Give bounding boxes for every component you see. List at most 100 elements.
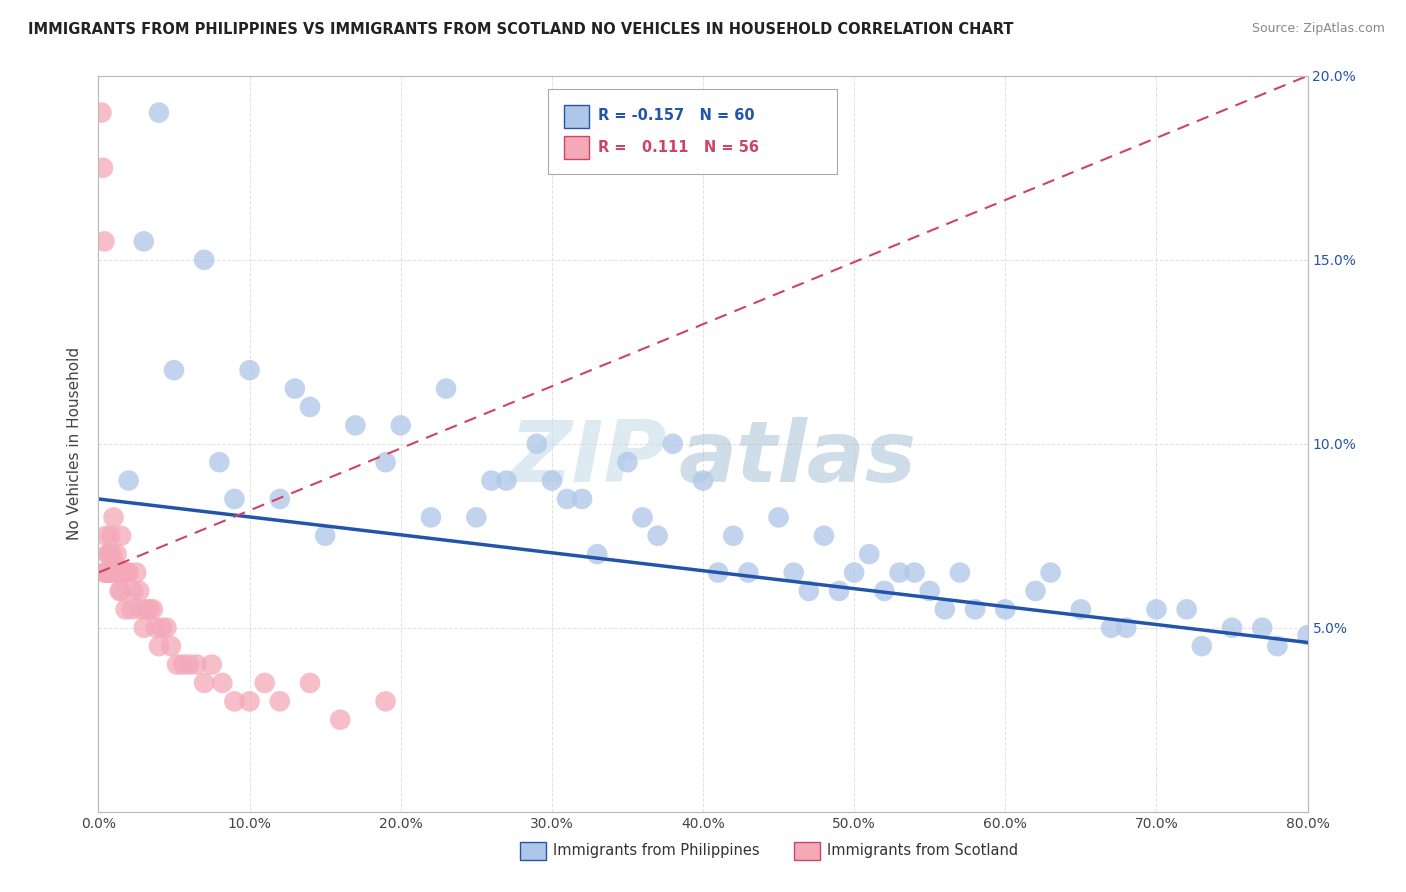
Point [797,584,820,599]
Point [107,566,129,580]
Point [1267,639,1289,653]
Point [540,474,562,488]
Point [105,566,128,580]
Point [420,510,443,524]
Point [224,491,246,506]
Text: R = -0.157   N = 60: R = -0.157 N = 60 [598,109,754,123]
Point [139,602,162,616]
Point [148,639,170,653]
Point [1220,621,1243,635]
Point [858,547,880,561]
Point [737,566,759,580]
Point [465,510,488,524]
Point [110,584,132,599]
Point [873,584,896,599]
Point [132,621,155,635]
Point [93,235,115,249]
Point [118,474,141,488]
Point [481,474,503,488]
Point [108,584,131,599]
Text: ZIP: ZIP [509,417,666,500]
Point [163,363,186,377]
Point [269,694,291,708]
Point [934,602,956,616]
Point [91,161,114,175]
Point [994,602,1017,616]
Point [374,694,396,708]
Point [555,491,578,506]
Point [166,657,188,672]
Point [329,713,352,727]
Text: IMMIGRANTS FROM PHILIPPINES VS IMMIGRANTS FROM SCOTLAND NO VEHICLES IN HOUSEHOLD: IMMIGRANTS FROM PHILIPPINES VS IMMIGRANT… [28,22,1014,37]
Text: Immigrants from Scotland: Immigrants from Scotland [827,844,1018,858]
Point [586,547,609,561]
Point [616,455,638,469]
Point [128,584,150,599]
Point [723,529,745,543]
Point [150,621,173,635]
Point [122,584,145,599]
Point [90,105,112,120]
Point [813,529,835,543]
Point [768,510,790,524]
Text: Immigrants from Philippines: Immigrants from Philippines [553,844,759,858]
Point [224,694,246,708]
Text: R =   0.111   N = 56: R = 0.111 N = 56 [598,140,759,154]
Point [211,676,233,690]
Point [129,602,152,616]
Point [526,436,548,450]
Point [1191,639,1213,653]
Point [101,566,124,580]
Point [142,602,165,616]
Point [112,566,135,580]
Point [193,252,215,267]
Point [495,474,517,488]
Point [783,566,806,580]
Text: Source: ZipAtlas.com: Source: ZipAtlas.com [1251,22,1385,36]
Point [179,657,201,672]
Point [844,566,866,580]
Point [1024,584,1046,599]
Point [707,566,730,580]
Point [253,676,276,690]
Point [114,602,136,616]
Point [1251,621,1274,635]
Point [918,584,941,599]
Point [239,694,262,708]
Point [105,547,128,561]
Point [110,529,132,543]
Point [1175,602,1198,616]
Point [118,566,141,580]
Point [299,400,322,414]
Point [374,455,396,469]
Point [193,676,215,690]
Point [1039,566,1062,580]
Point [148,105,170,120]
Point [269,491,291,506]
Point [692,474,714,488]
Text: atlas: atlas [679,417,917,500]
Point [389,418,412,433]
Y-axis label: No Vehicles in Household: No Vehicles in Household [67,347,83,541]
Point [160,639,183,653]
Point [94,529,117,543]
Point [101,547,124,561]
Point [96,566,118,580]
Point [631,510,654,524]
Point [135,602,157,616]
Point [100,529,122,543]
Point [647,529,669,543]
Point [172,657,194,672]
Point [125,566,148,580]
Point [828,584,851,599]
Point [104,566,127,580]
Point [949,566,972,580]
Point [94,566,117,580]
Point [115,566,138,580]
Point [889,566,911,580]
Point [103,554,125,569]
Point [314,529,336,543]
Point [661,436,683,450]
Point [284,382,307,396]
Point [344,418,367,433]
